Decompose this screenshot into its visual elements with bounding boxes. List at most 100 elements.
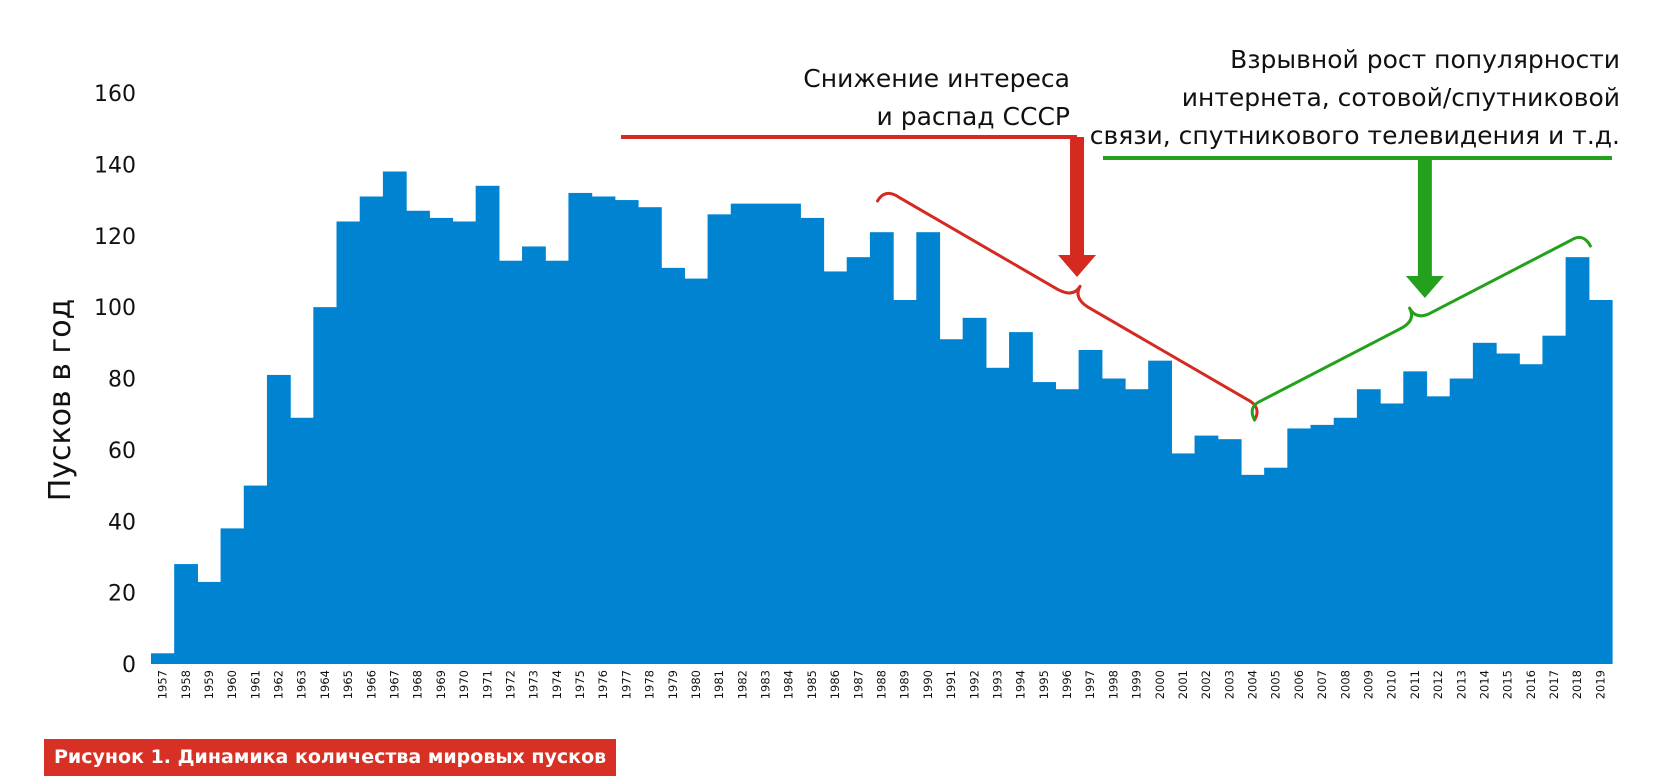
x-tick-label: 2010 <box>1385 670 1399 699</box>
bar-2005 <box>1264 467 1288 664</box>
x-tick-label: 1961 <box>248 670 262 699</box>
x-tick-label: 2007 <box>1315 670 1329 699</box>
x-tick-label: 1994 <box>1014 670 1028 699</box>
x-tick-label: 1958 <box>179 670 193 699</box>
x-tick-label: 1976 <box>596 670 610 699</box>
y-tick-label: 0 <box>122 653 136 678</box>
bar-2001 <box>1171 453 1196 664</box>
x-tick-label: 1999 <box>1130 670 1144 699</box>
x-tick-label: 1967 <box>388 670 402 699</box>
x-tick-label: 2019 <box>1593 670 1607 699</box>
x-tick-label: 2016 <box>1524 670 1538 699</box>
x-tick-label: 1957 <box>156 670 170 699</box>
x-tick-label: 1998 <box>1106 670 1120 699</box>
bar-2015 <box>1496 353 1520 664</box>
decline-annotation-line-2: и распад СССР <box>877 102 1070 131</box>
x-tick-label: 2002 <box>1199 670 1213 699</box>
bar-2010 <box>1380 403 1404 664</box>
bar-2017 <box>1542 335 1567 664</box>
bar-1965 <box>336 221 361 664</box>
bar-1980 <box>684 278 709 664</box>
bar-2008 <box>1333 417 1358 664</box>
bar-2004 <box>1240 474 1265 664</box>
x-tick-label: 1986 <box>828 670 842 699</box>
bar-1993 <box>985 367 1010 664</box>
bar-1999 <box>1125 389 1149 664</box>
x-tick-label: 2005 <box>1269 670 1283 699</box>
x-tick-label: 1969 <box>434 670 448 699</box>
x-tick-label: 1980 <box>689 670 703 699</box>
x-axis-ticks: 1957 1958 1959 1960 1961 1962 1963 1964 1965 1966… <box>156 670 1608 699</box>
bar-2016 <box>1519 364 1544 664</box>
x-tick-label: 2012 <box>1431 670 1445 699</box>
x-tick-label: 1975 <box>573 670 587 699</box>
bar-2009 <box>1356 389 1381 664</box>
bar-2002 <box>1194 435 1219 664</box>
x-tick-label: 2004 <box>1246 670 1260 699</box>
x-tick-label: 1988 <box>875 670 889 699</box>
x-tick-label: 2008 <box>1338 670 1352 699</box>
x-tick-label: 1972 <box>503 670 517 699</box>
decline-annotation-line-1: Снижение интереса <box>803 64 1070 93</box>
bar-2014 <box>1472 342 1497 664</box>
x-tick-label: 1977 <box>619 670 633 699</box>
bar-1962 <box>266 374 291 664</box>
x-tick-label: 1981 <box>712 670 726 699</box>
decline-arrow-head <box>1058 255 1097 277</box>
x-tick-label: 1991 <box>944 670 958 699</box>
y-tick-label: 80 <box>108 368 136 393</box>
y-axis-ticks: 0 20 40 60 80 100 120 140 160 <box>94 82 136 678</box>
bar-1997 <box>1078 349 1103 664</box>
y-tick-label: 20 <box>108 582 136 607</box>
x-tick-label: 1962 <box>272 670 286 699</box>
bar-2000 <box>1148 360 1172 664</box>
bar-1989 <box>893 299 917 664</box>
y-tick-label: 100 <box>94 296 136 321</box>
bar-2006 <box>1287 428 1312 664</box>
y-tick-label: 120 <box>94 225 136 250</box>
bar-2013 <box>1449 378 1474 664</box>
bar-2019 <box>1588 299 1613 664</box>
bar-2018 <box>1565 257 1590 664</box>
x-tick-label: 1965 <box>341 670 355 699</box>
bar-1972 <box>498 260 523 664</box>
bar-1966 <box>359 196 384 665</box>
bar-1998 <box>1101 378 1126 664</box>
bar-1964 <box>313 307 338 665</box>
bar-1969 <box>429 217 454 664</box>
x-tick-label: 1966 <box>364 670 378 699</box>
bar-1988 <box>869 232 894 664</box>
bar-1977 <box>614 200 639 664</box>
bar-1986 <box>823 271 848 664</box>
x-tick-label: 1973 <box>527 670 541 699</box>
growth-annotation-line-2: интернета, сотовой/спутниковой <box>1182 83 1620 112</box>
bar-1968 <box>406 210 430 664</box>
bar-1991 <box>939 339 964 664</box>
y-tick-label: 40 <box>108 510 136 535</box>
bar-1957 <box>151 653 175 664</box>
x-tick-label: 1992 <box>967 670 981 699</box>
bar-1963 <box>290 417 314 664</box>
x-tick-label: 1964 <box>318 670 332 699</box>
x-tick-label: 2013 <box>1454 670 1468 699</box>
bar-1992 <box>962 317 987 664</box>
x-tick-label: 1990 <box>921 670 935 699</box>
x-tick-label: 1982 <box>735 670 749 699</box>
x-tick-label: 1987 <box>851 670 865 699</box>
y-tick-label: 160 <box>94 82 136 107</box>
x-tick-label: 2017 <box>1547 670 1561 699</box>
bar-1958 <box>174 564 198 664</box>
x-tick-label: 1963 <box>295 670 309 699</box>
x-tick-label: 2014 <box>1477 670 1491 699</box>
bar-1970 <box>452 221 477 664</box>
growth-arrow-head <box>1405 276 1444 298</box>
bar-1996 <box>1055 389 1080 664</box>
x-tick-label: 1960 <box>225 670 239 699</box>
x-tick-label: 1979 <box>666 670 680 699</box>
bar-1990 <box>916 232 941 664</box>
bar-1975 <box>568 192 593 664</box>
bar-1994 <box>1009 332 1033 664</box>
x-tick-label: 2011 <box>1408 670 1422 699</box>
decline-brace <box>876 191 1259 422</box>
